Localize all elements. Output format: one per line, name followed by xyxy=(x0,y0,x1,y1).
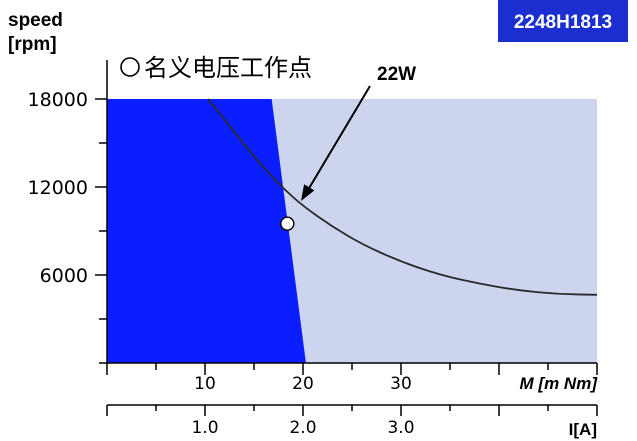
model-badge-background xyxy=(498,0,628,42)
operating-regions xyxy=(107,99,597,363)
model-badge: 2248H1813 xyxy=(514,12,612,33)
legend-marker-icon xyxy=(120,57,140,77)
y-axis-label-line1: speed xyxy=(8,10,63,31)
x-current-tick-label: 2.0 xyxy=(289,418,316,438)
curve-label-arrow-shaft xyxy=(307,85,371,191)
y-tick-label: 6000 xyxy=(40,265,88,287)
x-torque-tick-label: 30 xyxy=(390,374,412,394)
x-axis-current: 1.0 2.0 3.0 xyxy=(106,404,598,438)
annotations xyxy=(280,85,371,231)
y-tick-label: 18000 xyxy=(28,89,88,111)
power-curve-group xyxy=(207,98,598,296)
operating-point-marker xyxy=(280,216,295,231)
x-current-tick-label: 1.0 xyxy=(191,418,218,438)
x-axis-torque-label: M [m Nm] xyxy=(520,374,599,393)
y-axis-label-line2: [rpm] xyxy=(8,34,57,55)
legend-operating-point-label: 名义电压工作点 xyxy=(144,54,312,82)
arrow-head-icon xyxy=(301,184,315,201)
continuous-operation-region xyxy=(107,99,306,363)
y-axis: 6000 12000 18000 xyxy=(28,60,108,364)
x-torque-tick-label: 20 xyxy=(292,374,314,394)
x-current-tick-label: 3.0 xyxy=(387,418,414,438)
x-axis-current-label: I[A] xyxy=(569,420,597,439)
x-axis-torque: 10 20 30 xyxy=(106,362,598,394)
power-curve-label: 22W xyxy=(377,64,416,85)
x-torque-tick-label: 10 xyxy=(194,374,216,394)
power-curve-line xyxy=(207,98,598,296)
y-tick-label: 12000 xyxy=(28,177,88,199)
